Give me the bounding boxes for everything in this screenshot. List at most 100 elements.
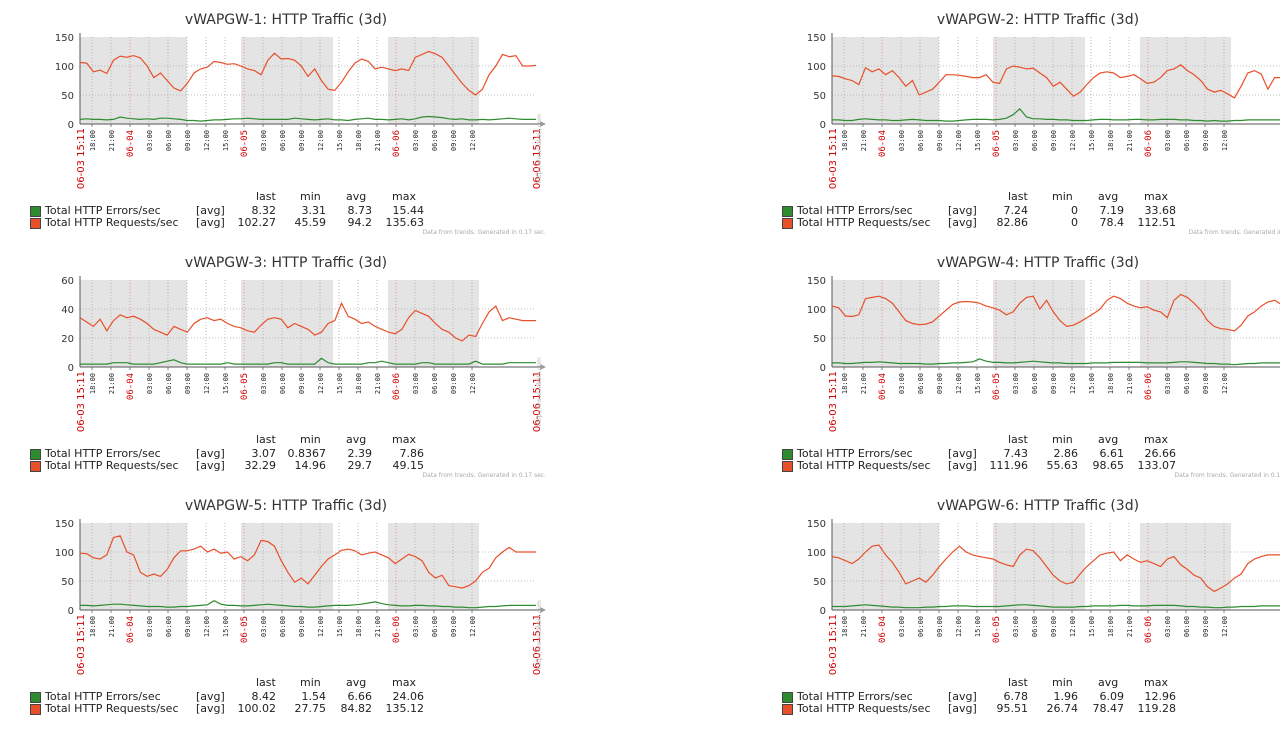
x-tick-label: 18:00 [1107, 130, 1115, 151]
series-line [79, 50, 537, 96]
legend-func: [avg] [948, 690, 977, 703]
legend-func: [avg] [196, 690, 225, 703]
legend-avg: 8.73 [347, 204, 373, 217]
start-time-label: 06-03 15:11 [76, 128, 87, 189]
y-tick-label: 150 [55, 519, 74, 530]
x-tick-label: 06:00 [1031, 616, 1039, 637]
x-tick-label: 06-06 [392, 130, 402, 157]
end-time-label: 06-06 15:11 [532, 614, 543, 675]
x-tick-label: 18:00 [841, 616, 849, 637]
stat-header: max [1144, 433, 1168, 446]
x-tick-label: 21:00 [1126, 616, 1134, 637]
x-tick-label: 06-06 [1144, 616, 1154, 643]
legend-min: 1.96 [1053, 690, 1079, 703]
legend-last: 6.78 [1003, 690, 1029, 703]
legend-name: Total HTTP Errors/sec [45, 690, 161, 703]
legend-avg: 78.4 [1099, 216, 1125, 229]
legend-swatch [30, 692, 41, 703]
start-time-label: 06-03 15:11 [76, 614, 87, 675]
x-tick-label: 03:00 [260, 616, 268, 637]
y-tick-label: 100 [807, 548, 826, 559]
x-tick-label: 21:00 [374, 616, 382, 637]
legend-avg: 6.61 [1099, 447, 1125, 460]
x-tick-label: 06:00 [917, 130, 925, 151]
graph-panel-6: vWAPGW-6: HTTP Traffic (3d) 0 50 100 150 18:0… [768, 494, 1280, 734]
y-tick-label: 150 [55, 33, 74, 44]
footnote: Data from trends. Generated in 0.17 sec. [422, 472, 546, 479]
night-band [80, 37, 187, 124]
stat-header: last [1008, 433, 1028, 446]
x-tick-label: 21:00 [860, 130, 868, 151]
x-tick-label: 18:00 [841, 130, 849, 151]
x-tick-label: 06:00 [1031, 130, 1039, 151]
legend-swatch [782, 206, 793, 217]
night-band [832, 37, 939, 124]
stat-header: last [256, 676, 276, 689]
y-tick-label: 50 [61, 91, 74, 102]
x-tick-label: 12:00 [1221, 373, 1229, 394]
x-tick-label: 12:00 [469, 373, 477, 394]
legend-last: 95.51 [996, 702, 1029, 715]
legend-name: Total HTTP Errors/sec [797, 447, 913, 460]
x-tick-label: 21:00 [1126, 373, 1134, 394]
x-tick-label: 12:00 [1221, 130, 1229, 151]
x-tick-label: 06-06 [1144, 130, 1154, 157]
end-time-label: 06-06 15:11 [532, 371, 543, 432]
stat-header: last [256, 433, 276, 446]
stat-header: last [1008, 676, 1028, 689]
chart-title: vWAPGW-2: HTTP Traffic (3d) [936, 12, 1140, 28]
x-tick-label: 06-04 [878, 616, 888, 643]
stat-header: min [300, 676, 321, 689]
x-tick-label: 06:00 [1183, 130, 1191, 151]
legend-swatch [30, 218, 41, 229]
y-tick-label: 50 [61, 577, 74, 588]
legend-swatch [782, 449, 793, 460]
x-tick-label: 06-05 [992, 616, 1002, 643]
legend-avg: 6.09 [1099, 690, 1125, 703]
x-tick-label: 06:00 [431, 616, 439, 637]
x-tick-label: 18:00 [89, 373, 97, 394]
y-tick-label: 0 [820, 606, 826, 617]
x-tick-label: 12:00 [1069, 130, 1077, 151]
x-tick-label: 03:00 [260, 373, 268, 394]
x-tick-label: 03:00 [1012, 373, 1020, 394]
stat-header: max [392, 190, 416, 203]
x-tick-label: 18:00 [355, 616, 363, 637]
x-tick-label: 09:00 [936, 616, 944, 637]
stat-header: min [1052, 433, 1073, 446]
night-band [832, 523, 939, 610]
x-tick-label: 15:00 [1088, 373, 1096, 394]
legend-min: 27.75 [294, 702, 327, 715]
legend-name: Total HTTP Errors/sec [797, 690, 913, 703]
legend-name: Total HTTP Errors/sec [797, 204, 913, 217]
y-tick-label: 50 [813, 334, 826, 345]
x-tick-label: 15:00 [1088, 130, 1096, 151]
night-band [241, 280, 333, 367]
y-tick-label: 50 [813, 577, 826, 588]
series-line [831, 544, 1280, 593]
legend-name: Total HTTP Requests/sec [797, 702, 931, 715]
y-tick-label: 40 [61, 305, 74, 316]
x-tick-label: 06:00 [279, 373, 287, 394]
night-band [993, 37, 1085, 124]
footnote: Data from trends. Generated in 0.16 sec. [1174, 472, 1280, 479]
legend-min: 45.59 [294, 216, 327, 229]
series-line [831, 293, 1280, 332]
stat-header: avg [346, 676, 367, 689]
legend-swatch [782, 218, 793, 229]
legend-last: 8.42 [251, 690, 277, 703]
watermark-url: http://www.zabbix.com [536, 357, 543, 426]
series-line [832, 108, 1280, 122]
x-tick-label: 12:00 [955, 130, 963, 151]
x-tick-label: 12:00 [469, 130, 477, 151]
legend-max: 26.66 [1144, 447, 1177, 460]
x-tick-label: 09:00 [450, 130, 458, 151]
night-band [80, 523, 187, 610]
legend-avg: 84.82 [340, 702, 373, 715]
x-tick-label: 06:00 [917, 616, 925, 637]
y-tick-label: 20 [61, 334, 74, 345]
legend-max: 33.68 [1144, 204, 1177, 217]
x-tick-label: 15:00 [222, 130, 230, 151]
x-tick-label: 09:00 [1050, 373, 1058, 394]
x-tick-label: 06:00 [279, 130, 287, 151]
